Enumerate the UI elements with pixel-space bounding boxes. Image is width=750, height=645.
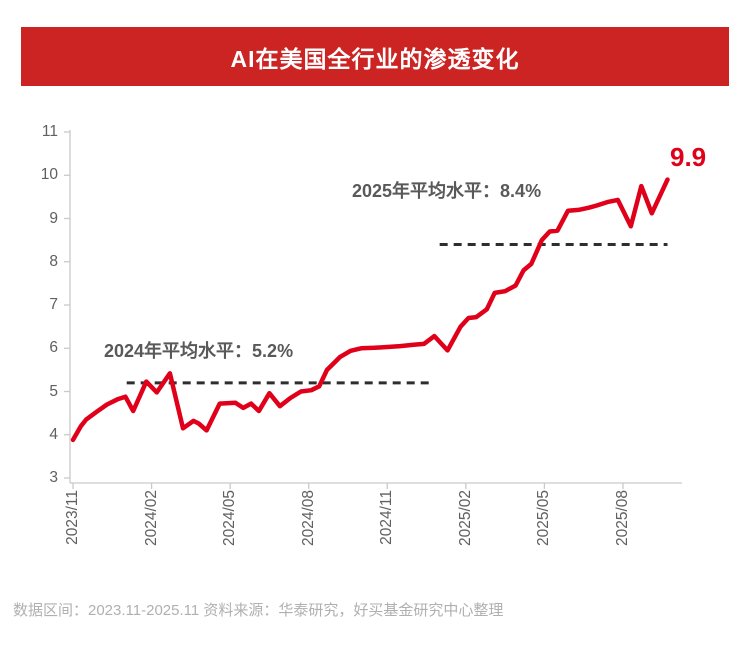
source-note: 数据区间：2023.11-2025.11 资料来源：华泰研究，好买基金研究中心整…	[13, 602, 504, 619]
penetration-line	[70, 177, 670, 443]
y-tick-label: 4	[49, 425, 58, 443]
annotation-2024-average: 2024年平均水平：5.2%	[104, 341, 294, 361]
x-tick-label: 2025/08	[613, 490, 631, 547]
y-tick-label: 7	[49, 296, 58, 313]
y-tick-label: 10	[40, 166, 58, 184]
x-tick-label: 2024/02	[142, 490, 160, 547]
x-tick-label: 2024/11	[378, 490, 396, 545]
annotation-2025-average: 2025年平均水平：8.4%	[352, 181, 542, 201]
y-tick-label: 6	[49, 339, 58, 357]
x-tick-label: 2024/08	[299, 490, 317, 547]
x-tick-label: 2023/11	[64, 490, 81, 545]
last-value-label: 9.9	[670, 142, 707, 172]
chart-title: AI在美国全行业的渗透变化	[230, 45, 520, 72]
x-tick-label: 2025/02	[456, 490, 474, 547]
y-tick-label: 8	[49, 252, 58, 270]
x-tick-label: 2025/05	[535, 490, 553, 547]
y-tick-label: 5	[49, 382, 58, 400]
x-tick-label: 2024/05	[221, 490, 239, 547]
title-banner: AI在美国全行业的渗透变化	[21, 27, 729, 86]
y-tick-label: 11	[41, 123, 58, 140]
y-tick-label: 3	[49, 469, 58, 486]
y-tick-label: 9	[49, 209, 58, 227]
